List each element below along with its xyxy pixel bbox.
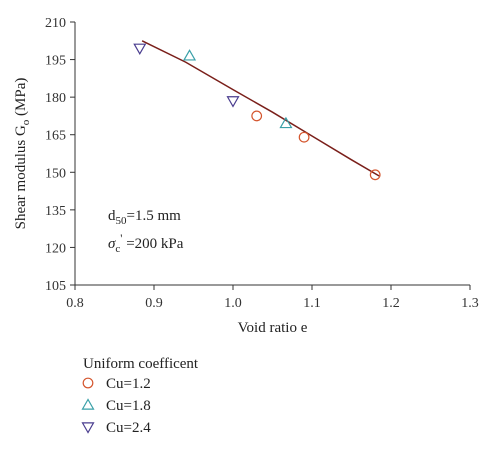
y-tick-label: 180: [45, 91, 66, 106]
x-tick-label: 1.1: [303, 296, 321, 311]
fit-curve: [141, 40, 380, 177]
legend-title: Uniform coefficent: [83, 356, 199, 372]
data-point-triangle-down: [226, 96, 240, 108]
y-tick-label: 150: [45, 166, 66, 181]
y-axis-title: Shear modulus Go (MPa): [13, 78, 32, 230]
legend-marker-triangle-down: [81, 422, 95, 434]
x-tick-label: 1.0: [224, 296, 242, 311]
y-tick-label: 165: [45, 129, 66, 144]
data-point-circle: [251, 110, 263, 122]
y-tick-label: 120: [45, 241, 66, 256]
legend-label: Cu=1.8: [106, 398, 151, 414]
data-point-triangle-up: [183, 49, 197, 61]
annotation-sigma: σc' =200 kPa: [108, 231, 184, 255]
data-point-triangle-up: [279, 116, 293, 129]
y-tick-label: 105: [45, 279, 66, 294]
x-tick-label: 0.9: [145, 296, 163, 311]
axes: Void ratio e Shear modulus Go (MPa): [13, 22, 470, 336]
annotations: d50=1.5 mm σc' =200 kPa: [108, 208, 184, 255]
x-tick-label: 1.3: [461, 296, 479, 311]
y-tick-label: 135: [45, 204, 66, 219]
annotation-d50: d50=1.5 mm: [108, 208, 181, 227]
y-tick-label: 195: [45, 54, 66, 69]
data-point-circle: [298, 131, 310, 143]
x-tick-label: 0.8: [66, 296, 84, 311]
data-point-circle: [369, 169, 381, 181]
data-point-triangle-down: [133, 43, 147, 56]
x-tick-label: 1.2: [382, 296, 400, 311]
x-axis-title: Void ratio e: [238, 320, 308, 336]
legend-marker-circle: [82, 377, 94, 389]
ticks: 0.8 0.9 1.0 1.1 1.2 1.3 105 120 135 150 165 180 195 2…: [45, 16, 479, 311]
legend: Uniform coefficent Cu=1.2 Cu=1.8 Cu=2.4: [81, 356, 199, 436]
y-tick-label: 210: [45, 16, 66, 31]
legend-marker-triangle-up: [81, 398, 95, 410]
legend-label: Cu=1.2: [106, 376, 151, 392]
fit-curve-group: [141, 40, 380, 177]
legend-label: Cu=2.4: [106, 420, 151, 436]
data-points: [133, 43, 381, 181]
